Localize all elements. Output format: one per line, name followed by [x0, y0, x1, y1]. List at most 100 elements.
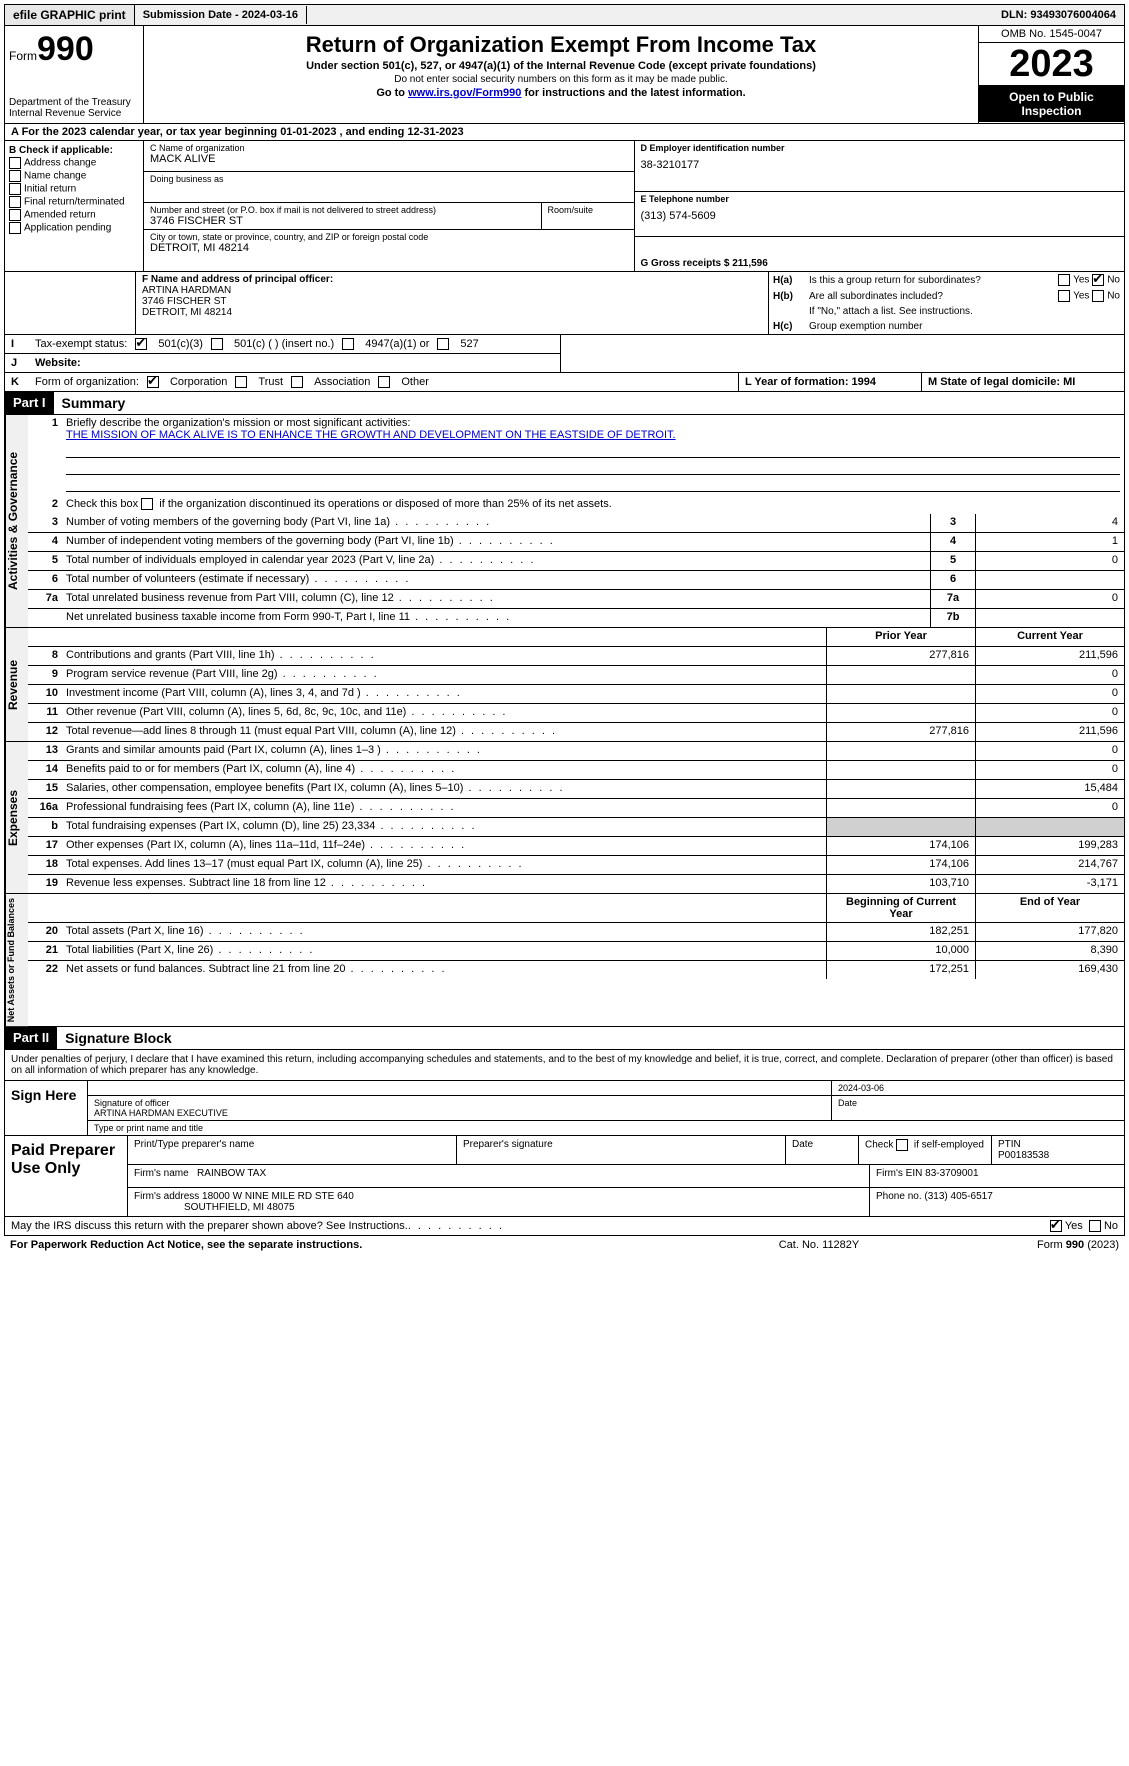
g-gross-receipts: G Gross receipts $ 211,596 [641, 258, 768, 269]
officer-signature: ARTINA HARDMAN EXECUTIVE [94, 1108, 228, 1118]
form-header: Form990 Department of the Treasury Inter… [4, 26, 1125, 124]
i-j-block: I Tax-exempt status: 501(c)(3) 501(c) ( … [4, 335, 1125, 373]
k-l-m-row: K Form of organization: Corporation Trus… [4, 373, 1125, 392]
subtitle-2: Do not enter social security numbers on … [148, 74, 974, 85]
dba-label: Doing business as [150, 174, 628, 184]
irs-link[interactable]: www.irs.gov/Form990 [408, 87, 521, 99]
entity-block: B Check if applicable: Address change Na… [4, 141, 1125, 272]
table-row: 11Other revenue (Part VIII, column (A), … [28, 704, 1124, 723]
org-name: MACK ALIVE [150, 153, 628, 165]
firm-address-1: 18000 W NINE MILE RD STE 640 [202, 1191, 354, 1202]
section-revenue: Revenue Prior Year Current Year 8Contrib… [4, 628, 1125, 742]
table-row: 21Total liabilities (Part X, line 26)10,… [28, 942, 1124, 961]
col-end-year: End of Year [975, 894, 1124, 922]
hb-no[interactable] [1092, 290, 1104, 302]
table-row: 19Revenue less expenses. Subtract line 1… [28, 875, 1124, 893]
officer-h-block: F Name and address of principal officer:… [4, 272, 1125, 335]
l-year-formation: L Year of formation: 1994 [738, 373, 921, 391]
i-527[interactable] [437, 338, 449, 350]
paid-preparer-block: Paid Preparer Use Only Print/Type prepar… [4, 1136, 1125, 1217]
i-501c3[interactable] [135, 338, 147, 350]
form-number: Form990 [9, 30, 139, 69]
discuss-no[interactable] [1089, 1220, 1101, 1232]
section-governance: Activities & Governance 1 Briefly descri… [4, 415, 1125, 628]
k-corp[interactable] [147, 376, 159, 388]
col-current-year: Current Year [975, 628, 1124, 646]
firm-address-2: SOUTHFIELD, MI 48075 [184, 1202, 295, 1213]
self-employed-check[interactable] [896, 1139, 908, 1151]
col-b-checkboxes: B Check if applicable: Address change Na… [5, 141, 144, 271]
part-2-header: Part II Signature Block [4, 1027, 1125, 1050]
footer: For Paperwork Reduction Act Notice, see … [4, 1236, 1125, 1254]
dln: DLN: 93493076004064 [993, 6, 1124, 24]
table-row: 7aTotal unrelated business revenue from … [28, 590, 1124, 609]
subtitle-3: Go to www.irs.gov/Form990 for instructio… [148, 87, 974, 99]
ha-yes[interactable] [1058, 274, 1070, 286]
sign-here-block: Sign Here 2024-03-06 Signature of office… [4, 1081, 1125, 1136]
perjury-declaration: Under penalties of perjury, I declare th… [5, 1050, 1124, 1080]
mission-text: THE MISSION OF MACK ALIVE IS TO ENHANCE … [66, 429, 676, 441]
table-row: 4Number of independent voting members of… [28, 533, 1124, 552]
i-4947[interactable] [342, 338, 354, 350]
table-row: bTotal fundraising expenses (Part IX, co… [28, 818, 1124, 837]
table-row: 13Grants and similar amounts paid (Part … [28, 742, 1124, 761]
form-title: Return of Organization Exempt From Incom… [148, 32, 974, 58]
form-footer: Form 990 (2023) [919, 1239, 1119, 1251]
h-a-row: H(a) Is this a group return for subordin… [769, 272, 1124, 288]
discuss-yes[interactable] [1050, 1220, 1062, 1232]
line-1-label: Briefly describe the organization's miss… [66, 417, 410, 429]
check-final-return[interactable]: Final return/terminated [9, 196, 139, 208]
line-2: Check this box if the organization disco… [62, 496, 1124, 514]
section-expenses: Expenses 13Grants and similar amounts pa… [4, 742, 1125, 894]
check-address-change[interactable]: Address change [9, 157, 139, 169]
col-begin-year: Beginning of Current Year [826, 894, 975, 922]
org-city: DETROIT, MI 48214 [150, 242, 628, 254]
pra-notice: For Paperwork Reduction Act Notice, see … [10, 1239, 362, 1251]
firm-ein: 83-3709001 [925, 1168, 978, 1179]
table-row: 8Contributions and grants (Part VIII, li… [28, 647, 1124, 666]
f-label: F Name and address of principal officer: [142, 274, 762, 285]
h-c-row: H(c)Group exemption number [769, 319, 1124, 334]
side-label-expenses: Expenses [5, 742, 28, 893]
d-ein-label: D Employer identification number [641, 143, 1119, 153]
tax-year: 2023 [979, 43, 1124, 86]
city-label: City or town, state or province, country… [150, 232, 628, 242]
ein: 38-3210177 [641, 159, 1119, 171]
room-label: Room/suite [548, 205, 628, 215]
i-501c[interactable] [211, 338, 223, 350]
table-row: 3Number of voting members of the governi… [28, 514, 1124, 533]
side-label-revenue: Revenue [5, 628, 28, 741]
cat-no: Cat. No. 11282Y [719, 1239, 919, 1251]
ha-no[interactable] [1092, 274, 1104, 286]
k-other[interactable] [378, 376, 390, 388]
h-note: If "No," attach a list. See instructions… [769, 304, 1124, 319]
officer-addr: 3746 FISCHER ST [142, 296, 762, 307]
part-1-header: Part I Summary [4, 392, 1125, 415]
check-initial-return[interactable]: Initial return [9, 183, 139, 195]
table-row: 22Net assets or fund balances. Subtract … [28, 961, 1124, 979]
m-state: M State of legal domicile: MI [921, 373, 1124, 391]
org-address: 3746 FISCHER ST [150, 215, 535, 227]
e-phone-label: E Telephone number [641, 194, 1119, 204]
efile-print-button[interactable]: efile GRAPHIC print [5, 5, 135, 25]
k-trust[interactable] [235, 376, 247, 388]
table-row: 9Program service revenue (Part VIII, lin… [28, 666, 1124, 685]
check-amended[interactable]: Amended return [9, 209, 139, 221]
subtitle-1: Under section 501(c), 527, or 4947(a)(1)… [148, 60, 974, 72]
section-net-assets: Net Assets or Fund Balances Beginning of… [4, 894, 1125, 1027]
check-app-pending[interactable]: Application pending [9, 222, 139, 234]
hb-yes[interactable] [1058, 290, 1070, 302]
omb-number: OMB No. 1545-0047 [979, 26, 1124, 43]
table-row: 5Total number of individuals employed in… [28, 552, 1124, 571]
k-assoc[interactable] [291, 376, 303, 388]
table-row: 20Total assets (Part X, line 16)182,2511… [28, 923, 1124, 942]
officer-name: ARTINA HARDMAN [142, 285, 762, 296]
addr-label: Number and street (or P.O. box if mail i… [150, 205, 535, 215]
officer-city: DETROIT, MI 48214 [142, 307, 762, 318]
side-label-net: Net Assets or Fund Balances [5, 894, 28, 1026]
line-2-checkbox[interactable] [141, 498, 153, 510]
check-name-change[interactable]: Name change [9, 170, 139, 182]
open-inspection: Open to Public Inspection [979, 86, 1124, 122]
sign-here-label: Sign Here [5, 1081, 88, 1135]
table-row: 12Total revenue—add lines 8 through 11 (… [28, 723, 1124, 741]
